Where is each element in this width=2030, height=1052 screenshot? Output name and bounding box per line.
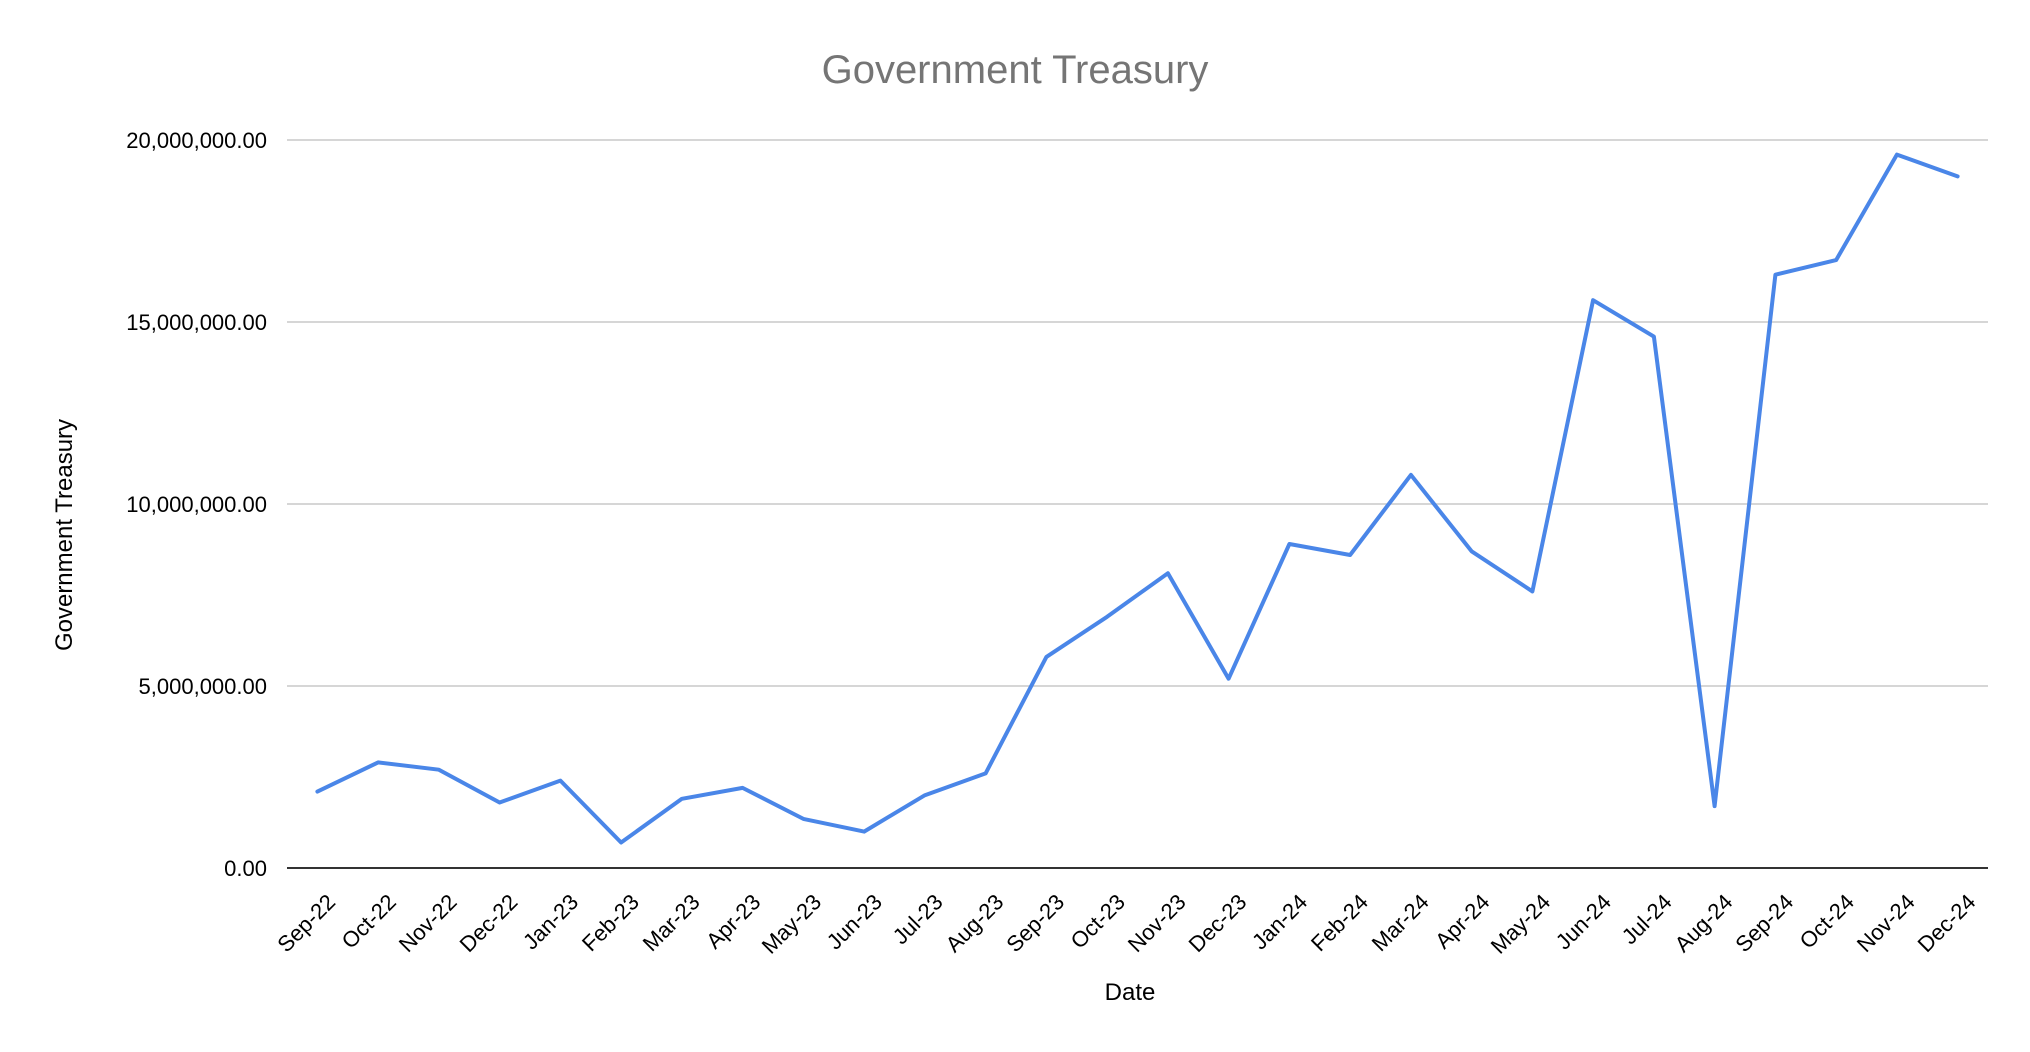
y-tick-label: 10,000,000.00 [126,492,267,517]
data-point[interactable] [1341,546,1359,564]
data-point[interactable] [1827,251,1845,269]
x-tick-label: Mar-24 [1367,889,1434,956]
x-tick-label: Dec-24 [1913,889,1981,957]
data-point[interactable] [1037,648,1055,666]
x-tick-label: Oct-24 [1795,889,1859,953]
x-tick-label: Dec-22 [455,889,523,957]
data-point[interactable] [1766,266,1784,284]
data-point[interactable] [1220,670,1238,688]
series-layer [308,146,1967,852]
x-tick-label: May-23 [757,889,827,959]
data-point[interactable] [308,783,326,801]
data-point[interactable] [1402,466,1420,484]
x-tick-label: Jan-24 [1247,889,1312,954]
data-point[interactable] [916,786,934,804]
y-tick-label: 15,000,000.00 [126,310,267,335]
data-point[interactable] [977,764,995,782]
y-axis-ticks: 0.00 5,000,000.00 10,000,000.00 15,000,000.… [126,128,267,881]
data-point[interactable] [430,761,448,779]
data-point[interactable] [1280,535,1298,553]
x-tick-label: Oct-22 [337,889,401,953]
y-tick-label: 0.00 [224,856,267,881]
x-tick-label: Feb-23 [577,889,644,956]
gridlines [287,139,1988,687]
x-tick-label: Sep-23 [1001,889,1069,957]
x-tick-label: Aug-24 [1670,889,1738,957]
x-tick-label: Nov-24 [1852,889,1920,957]
y-axis-label: Government Treasury [51,419,78,651]
x-tick-label: May-24 [1486,889,1556,959]
data-point[interactable] [551,772,569,790]
x-tick-label: Apr-24 [1430,889,1494,953]
x-tick-label: Jun-23 [822,889,887,954]
data-point[interactable] [1645,328,1663,346]
series-line [315,152,1960,845]
data-point[interactable] [734,779,752,797]
data-point[interactable] [1159,564,1177,582]
x-tick-label: Oct-23 [1066,889,1130,953]
x-tick-label: Sep-24 [1730,889,1798,957]
x-axis-ticks: Sep-22Oct-22Nov-22Dec-22Jan-23Feb-23Mar-… [272,889,1980,959]
data-point[interactable] [1523,582,1541,600]
x-tick-label: Jan-23 [518,889,583,954]
data-point[interactable] [1584,291,1602,309]
data-point[interactable] [673,790,691,808]
data-point[interactable] [369,753,387,771]
data-point[interactable] [1463,542,1481,560]
x-tick-label: Aug-23 [941,889,1009,957]
x-axis-label: Date [1105,979,1156,1006]
x-tick-label: Apr-23 [701,889,765,953]
data-point[interactable] [855,823,873,841]
x-tick-label: Mar-23 [638,889,705,956]
x-tick-label: Sep-22 [272,889,340,957]
x-tick-label: Jul-23 [888,889,948,949]
data-point[interactable] [612,834,630,852]
data-point[interactable] [1949,167,1967,185]
y-tick-label: 5,000,000.00 [139,674,267,699]
x-tick-label: Feb-24 [1306,889,1373,956]
y-tick-label: 20,000,000.00 [126,128,267,153]
x-tick-label: Jul-24 [1617,889,1677,949]
data-point[interactable] [1888,146,1906,164]
data-point[interactable] [1098,608,1116,626]
data-point[interactable] [491,793,509,811]
data-point[interactable] [1706,797,1724,815]
chart-title: Government Treasury [822,48,1209,92]
data-point[interactable] [794,810,812,828]
x-tick-label: Nov-23 [1123,889,1191,957]
x-tick-label: Jun-24 [1551,889,1616,954]
x-tick-label: Nov-22 [394,889,462,957]
x-tick-label: Dec-23 [1184,889,1252,957]
